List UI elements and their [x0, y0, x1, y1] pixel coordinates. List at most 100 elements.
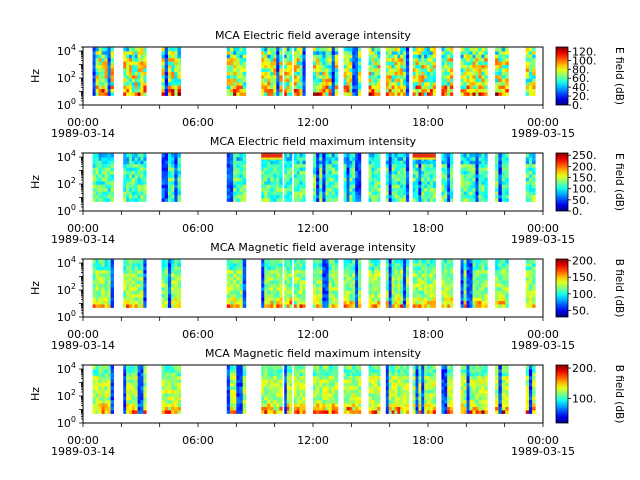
spectrogram-cell: [412, 92, 416, 96]
spectrogram-cell: [239, 386, 244, 390]
spectrogram-cell: [447, 92, 451, 96]
spectrogram-cell: [131, 287, 136, 291]
spectrogram-cell: [164, 81, 169, 86]
spectrogram-cell: [286, 283, 290, 288]
spectrogram-cell: [355, 283, 359, 288]
spectrogram-cell: [302, 64, 306, 69]
spectrogram-cell: [233, 187, 237, 192]
spectrogram-cell: [501, 177, 506, 182]
spectrogram-cell: [296, 287, 300, 291]
spectrogram-cell: [463, 157, 467, 161]
colorbar-label: E field (dB): [613, 47, 625, 105]
spectrogram-cell: [161, 92, 166, 96]
spectrogram-cell: [276, 293, 280, 298]
spectrogram-cell: [273, 92, 277, 96]
spectrogram-cell: [261, 92, 265, 96]
spectrogram-cell: [427, 167, 431, 172]
spectrogram-cell: [313, 92, 317, 96]
spectrogram-cell: [418, 187, 422, 192]
spectrogram-cell: [505, 198, 509, 202]
spectrogram-cell: [284, 263, 288, 267]
spectrogram-cell: [412, 177, 416, 182]
spectrogram-cell: [161, 71, 166, 76]
spectrogram-cell: [441, 174, 445, 178]
spectrogram-cell: [101, 170, 105, 175]
spectrogram-cell: [164, 287, 169, 291]
spectrogram-cell: [418, 184, 422, 189]
spectrogram-cell: [264, 396, 268, 401]
spectrogram-cell: [167, 396, 172, 401]
spectrogram-cell: [385, 283, 390, 288]
spectrogram-cell: [131, 290, 136, 295]
spectrogram-cell: [264, 184, 268, 189]
spectrogram-cell: [229, 198, 234, 202]
spectrogram-cell: [328, 389, 332, 394]
spectrogram-cell: [334, 75, 339, 79]
spectrogram-cell: [289, 167, 293, 172]
spectrogram-cell: [475, 75, 479, 79]
spectrogram-cell: [498, 269, 503, 274]
spectrogram-cell: [525, 85, 530, 90]
spectrogram-cell: [441, 194, 445, 199]
spectrogram-cell: [391, 198, 395, 202]
spectrogram-cell: [528, 157, 533, 161]
spectrogram-cell: [279, 382, 283, 387]
spectrogram-cell: [325, 273, 329, 278]
spectrogram-cell: [331, 184, 336, 189]
spectrogram-cell: [302, 304, 306, 308]
spectrogram-cell: [98, 75, 102, 79]
spectrogram-cell: [444, 191, 448, 196]
spectrogram-cell: [239, 174, 244, 178]
spectrogram-cell: [143, 184, 147, 189]
spectrogram-cell: [110, 92, 114, 96]
spectrogram-cell: [233, 273, 237, 278]
spectrogram-cell: [131, 382, 136, 387]
spectrogram-cell: [447, 300, 451, 305]
spectrogram-cell: [293, 170, 298, 175]
spectrogram-cell: [123, 170, 127, 175]
spectrogram-cell: [478, 157, 482, 161]
spectrogram-cell: [466, 290, 470, 295]
spectrogram-cell: [242, 47, 247, 52]
spectrogram-cell: [242, 57, 247, 62]
spectrogram-cell: [134, 269, 138, 274]
spectrogram-cell: [331, 57, 336, 62]
spectrogram-cell: [472, 153, 476, 158]
spectrogram-cell: [98, 194, 102, 199]
spectrogram-cell: [388, 68, 392, 72]
spectrogram-cell: [466, 47, 470, 52]
spectrogram-cell: [313, 287, 317, 291]
spectrogram-cell: [177, 81, 182, 86]
spectrogram-cell: [129, 71, 133, 76]
spectrogram-cell: [279, 194, 283, 199]
spectrogram-cell: [349, 71, 353, 76]
spectrogram-cell: [92, 78, 96, 83]
spectrogram-cell: [403, 92, 407, 96]
spectrogram-cell: [334, 57, 339, 62]
spectrogram-cell: [325, 92, 329, 96]
spectrogram-cell: [525, 276, 530, 281]
x-tick-date-label: 1989-03-15: [511, 339, 575, 352]
spectrogram-cell: [167, 297, 172, 302]
spectrogram-cell: [385, 287, 390, 291]
spectrogram-cell: [388, 75, 392, 79]
spectrogram-cell: [299, 75, 303, 79]
spectrogram-cell: [267, 300, 271, 305]
spectrogram-cell: [104, 386, 108, 390]
spectrogram-cell: [279, 81, 283, 86]
spectrogram-cell: [226, 81, 231, 86]
spectrogram-cell: [358, 51, 362, 55]
spectrogram-cell: [403, 81, 407, 86]
spectrogram-cell: [505, 167, 509, 172]
spectrogram-cell: [242, 399, 247, 404]
spectrogram-cell: [302, 187, 306, 192]
spectrogram-cell: [418, 300, 422, 305]
spectrogram-cell: [229, 71, 234, 76]
spectrogram-cell: [289, 276, 293, 281]
spectrogram-cell: [328, 167, 332, 172]
spectrogram-cell: [334, 174, 339, 178]
spectrogram-cell: [319, 163, 323, 168]
spectrogram-cell: [279, 187, 283, 192]
spectrogram-cell: [343, 47, 347, 52]
spectrogram-cell: [355, 396, 359, 401]
